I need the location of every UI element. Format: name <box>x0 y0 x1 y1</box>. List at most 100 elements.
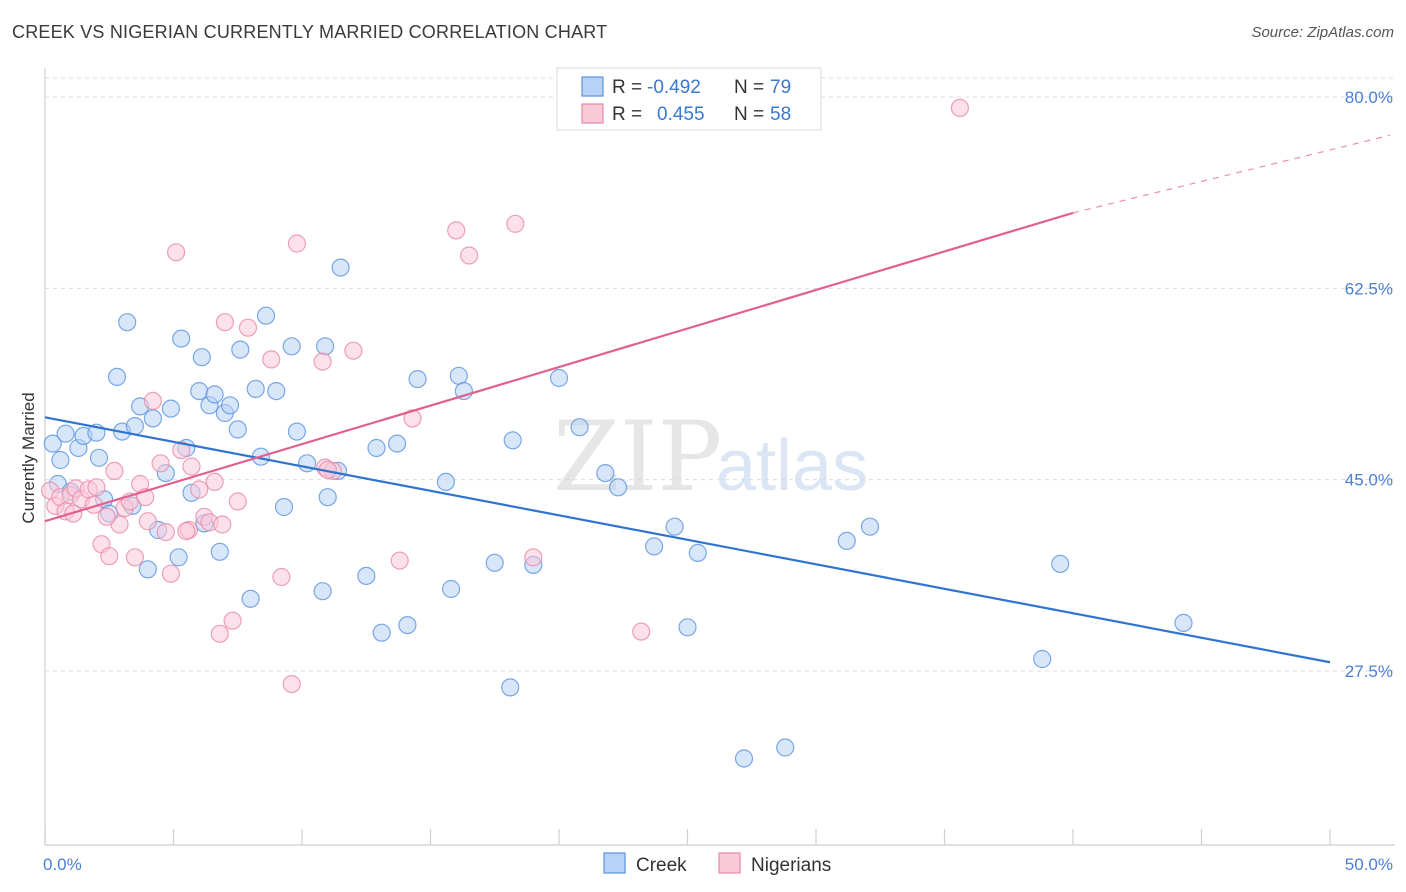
creek-point <box>837 531 856 551</box>
creek-point <box>436 472 455 491</box>
creek-point <box>678 618 697 637</box>
nigerian-point <box>87 478 106 497</box>
nigerian-point <box>105 461 124 480</box>
legend-swatch-creek <box>581 76 604 97</box>
nigerian-point <box>223 611 242 630</box>
nigerian-point <box>190 480 209 499</box>
creek-point <box>501 678 520 697</box>
x-tick-label: 50.0% <box>1345 855 1393 874</box>
creek-point <box>241 589 260 608</box>
nigerian-point <box>210 624 229 643</box>
creek-point <box>442 579 461 599</box>
nigerian-point <box>447 221 466 240</box>
creek-point <box>192 348 211 367</box>
creek-point <box>776 738 795 757</box>
creek-point <box>125 417 144 436</box>
creek-point <box>665 517 684 536</box>
nigerian-point <box>282 674 301 694</box>
nigerian-point <box>632 622 651 641</box>
gridlines <box>45 77 1395 672</box>
nigerian-point <box>177 521 196 541</box>
creek-point <box>169 548 188 567</box>
creek-point <box>89 448 109 467</box>
creek-point <box>287 422 306 441</box>
creek-point <box>274 497 294 517</box>
nigerian-point <box>287 234 306 253</box>
creek-point <box>398 615 417 635</box>
creek-point <box>357 566 376 586</box>
creek-point <box>282 337 301 356</box>
creek-point <box>449 366 468 385</box>
nigerian-point <box>460 246 479 265</box>
y-tick-label: 80.0% <box>1345 88 1393 107</box>
creek-point <box>56 424 75 443</box>
nigerian-point <box>205 472 224 491</box>
creek-point <box>172 329 191 348</box>
creek-point <box>367 438 386 458</box>
y-axis-label: Currently Married <box>19 392 38 523</box>
nigerian-point <box>100 547 119 566</box>
creek-point <box>43 434 62 453</box>
creek-point <box>190 382 209 401</box>
creek-point <box>331 258 350 277</box>
nigerian-point <box>213 515 232 534</box>
points <box>40 98 1193 768</box>
y-tick-label: 27.5% <box>1345 662 1393 681</box>
creek-point <box>570 418 589 437</box>
nigerian-point <box>390 551 409 570</box>
nigerian-point <box>524 548 543 567</box>
creek-point <box>231 340 250 359</box>
creek-point <box>143 409 162 428</box>
legend-r-value-creek: -0.492 <box>647 77 701 98</box>
trend-lines <box>44 134 1391 664</box>
nigerian-point <box>950 98 970 118</box>
nigerian-point <box>138 512 157 531</box>
creek-point <box>161 399 180 418</box>
nigerian-point <box>272 567 291 587</box>
nigerian-point <box>182 457 201 476</box>
legend-n-value-nigerian: 58 <box>770 104 791 125</box>
creek-point <box>372 623 391 642</box>
nigerian-point <box>97 507 116 526</box>
creek-point <box>1174 613 1193 633</box>
creek-point <box>267 382 286 401</box>
y-tick-label: 62.5% <box>1345 279 1393 298</box>
legend-n-label-nigerian: N = <box>734 104 764 125</box>
creek-point <box>205 385 224 404</box>
nigerian-point <box>344 341 363 360</box>
creek-point <box>138 560 157 579</box>
creek-point <box>408 370 427 389</box>
series-legend: Creek Nigerians <box>603 852 831 876</box>
creek-point <box>118 313 137 332</box>
nigerian-point <box>143 391 162 410</box>
creek-trend-line <box>44 416 1331 664</box>
creek-point <box>1033 649 1052 669</box>
watermark-atlas: atlas <box>716 426 868 506</box>
nigerian-point <box>156 522 175 542</box>
creek-point <box>51 450 70 470</box>
creek-point <box>318 488 337 507</box>
creek-point <box>220 396 240 415</box>
legend-n-value-creek: 79 <box>770 77 791 98</box>
nigerian-trend-extension <box>1072 134 1391 214</box>
creek-point <box>644 537 664 556</box>
nigerian-point <box>151 454 170 473</box>
bottom-legend-swatch-creek <box>603 852 626 874</box>
x-tick-label: 0.0% <box>43 855 82 874</box>
nigerian-point <box>167 243 186 262</box>
watermark-zip: ZIP <box>553 401 722 513</box>
chart-title: CREEK VS NIGERIAN CURRENTLY MARRIED CORR… <box>12 22 608 42</box>
creek-point <box>608 478 628 497</box>
bottom-legend-swatch-nigerians <box>718 852 741 874</box>
legend-r-label-creek: R = <box>612 77 642 98</box>
nigerian-point <box>172 441 191 460</box>
creek-point <box>316 337 335 356</box>
stats-legend: R = -0.492 N = 79 R = 0.455 N = 58 <box>556 67 822 131</box>
creek-point <box>596 464 615 483</box>
y-tick-label: 45.0% <box>1345 471 1393 490</box>
nigerian-point <box>262 350 281 369</box>
source-label: Source: ZipAtlas.com <box>1251 24 1394 41</box>
bottom-legend-nigerians: Nigerians <box>751 855 831 876</box>
creek-point <box>388 434 407 453</box>
axes: 27.5% 45.0% 62.5% 80.0% 0.0% 50.0% <box>43 68 1395 874</box>
